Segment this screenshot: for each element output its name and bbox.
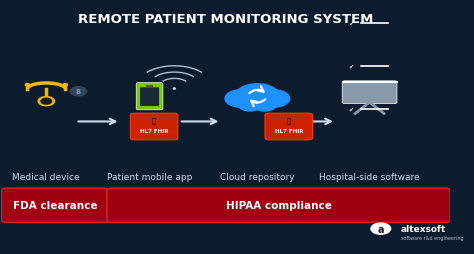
Text: ✔: ✔ bbox=[348, 22, 354, 26]
FancyBboxPatch shape bbox=[342, 82, 397, 104]
FancyBboxPatch shape bbox=[140, 88, 159, 107]
Circle shape bbox=[238, 98, 262, 112]
Circle shape bbox=[371, 223, 391, 234]
FancyBboxPatch shape bbox=[265, 114, 312, 140]
FancyBboxPatch shape bbox=[136, 83, 163, 110]
Text: ✔: ✔ bbox=[348, 107, 354, 112]
Circle shape bbox=[253, 98, 277, 112]
Text: a: a bbox=[378, 224, 384, 234]
FancyBboxPatch shape bbox=[130, 114, 178, 140]
Text: REMOTE PATIENT MONITORING SYSTEM: REMOTE PATIENT MONITORING SYSTEM bbox=[78, 12, 374, 25]
Circle shape bbox=[38, 97, 55, 106]
Text: Patient mobile app: Patient mobile app bbox=[107, 173, 192, 182]
Circle shape bbox=[235, 84, 280, 109]
Text: ✔: ✔ bbox=[348, 64, 354, 69]
FancyBboxPatch shape bbox=[1, 188, 109, 223]
FancyBboxPatch shape bbox=[107, 188, 450, 223]
Text: HIPAA compliance: HIPAA compliance bbox=[226, 200, 332, 211]
Text: HL7 FHIR: HL7 FHIR bbox=[274, 128, 303, 133]
Text: 🔥: 🔥 bbox=[152, 117, 156, 124]
Circle shape bbox=[173, 89, 175, 90]
Circle shape bbox=[63, 84, 67, 87]
Circle shape bbox=[41, 99, 52, 105]
Text: software r&d engineering: software r&d engineering bbox=[401, 235, 464, 240]
Circle shape bbox=[70, 87, 87, 97]
Text: Cloud repository: Cloud repository bbox=[220, 173, 295, 182]
Circle shape bbox=[25, 84, 29, 87]
Text: Medical device: Medical device bbox=[12, 173, 80, 182]
Text: FDA clearance: FDA clearance bbox=[13, 200, 98, 211]
Circle shape bbox=[259, 90, 290, 108]
Text: B: B bbox=[76, 89, 81, 95]
Text: altexsoft: altexsoft bbox=[401, 224, 447, 233]
Circle shape bbox=[225, 90, 255, 108]
Text: HL7 FHIR: HL7 FHIR bbox=[140, 128, 168, 133]
Text: 🔥: 🔥 bbox=[287, 117, 291, 124]
Text: Hospital-side software: Hospital-side software bbox=[319, 173, 420, 182]
